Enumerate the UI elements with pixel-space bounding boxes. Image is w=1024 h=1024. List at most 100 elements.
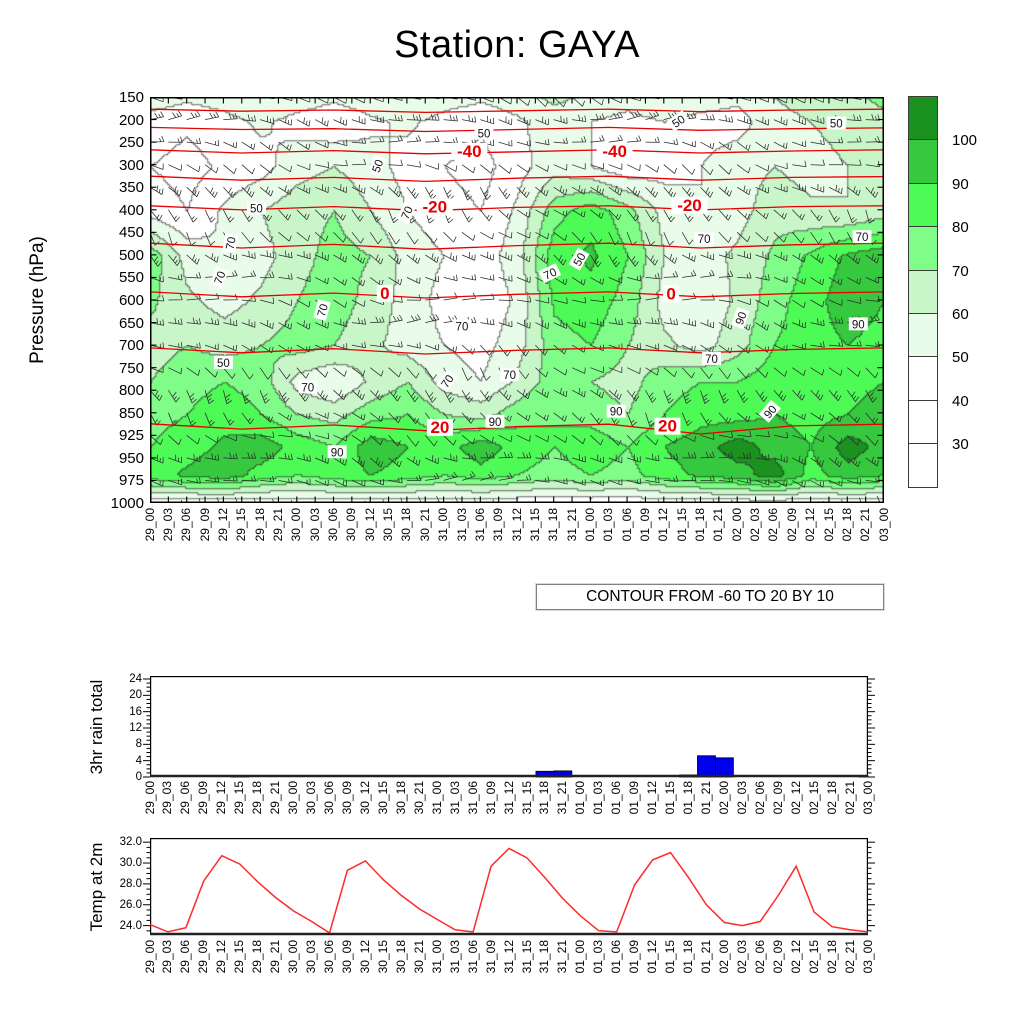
rain-ytick-label: 12	[129, 722, 142, 734]
rain-ytick-label: 0	[135, 771, 142, 783]
pressure-tick-label: 1000	[110, 495, 144, 512]
time-tick-label: 02_09	[784, 508, 799, 542]
rain-bar	[715, 757, 734, 778]
time-tick-label: 30_12	[357, 781, 372, 815]
temp-contour-label: -40	[457, 142, 482, 161]
rh-label-text: 70	[316, 303, 331, 318]
temp-label-bg	[416, 198, 453, 216]
rh-label-bg	[666, 110, 690, 132]
time-tick-label: 30_03	[307, 508, 322, 542]
time-tick-label: 31_21	[555, 940, 570, 974]
time-tick-label: 02_03	[734, 781, 749, 815]
time-tick-label: 29_18	[250, 781, 265, 815]
time-tick-label: 01_12	[656, 508, 671, 542]
rh-label-bg	[606, 404, 626, 418]
time-tick-label: 01_12	[645, 940, 660, 974]
time-tick-label: 30_21	[417, 508, 432, 542]
time-tick-label: 29_12	[214, 781, 229, 815]
rh-label-text: 90	[489, 417, 502, 429]
time-tick-label: 01_03	[591, 940, 606, 974]
time-tick-label: 02_12	[803, 508, 818, 542]
rh-label-bg	[367, 154, 387, 177]
time-tick-label: 01_15	[663, 940, 677, 974]
time-tick-label: 31_09	[491, 508, 506, 542]
time-tick-label: 02_15	[821, 508, 836, 542]
rh-contour-label: 90	[606, 404, 626, 419]
time-tick-label: 02_15	[806, 940, 821, 974]
rain-frame	[150, 676, 868, 778]
rh-label-text: 70	[698, 234, 711, 246]
time-tick-label: 30_09	[339, 940, 354, 974]
colorbar-cell	[908, 269, 938, 314]
rh-contour-label: 50	[474, 126, 494, 141]
rain-ytick-label: 24	[129, 673, 142, 685]
time-tick-label: 30_12	[357, 940, 372, 974]
pressure-tick-label: 550	[118, 269, 144, 287]
rh-contour-label: 70	[222, 232, 239, 254]
time-tick-label: 01_21	[711, 508, 726, 542]
time-tick-label: 02_09	[770, 940, 785, 974]
temp-ytick-label: 24.0	[119, 919, 142, 932]
pressure-tick-label: 950	[118, 449, 144, 467]
time-tick-label: 30_12	[362, 508, 377, 542]
temp-contour-line	[150, 205, 884, 212]
rh-label-text: 70	[225, 236, 239, 251]
time-tick-label: 29_06	[179, 508, 194, 542]
rh-label-text: 70	[542, 266, 559, 282]
rain-bar	[697, 755, 716, 778]
rh-label-bg	[452, 319, 472, 333]
colorbar-tick-label: 30	[952, 436, 969, 454]
pressure-tick-label: 800	[118, 382, 144, 400]
pressure-tick-label: 250	[118, 134, 144, 152]
rh-contour-label: 90	[327, 445, 347, 459]
temp-contour-line	[150, 108, 884, 114]
rh-label-bg	[474, 126, 494, 140]
time-tick-label: 29_15	[234, 508, 249, 542]
pressure-tick-label: 925	[118, 427, 144, 445]
time-tick-label: 30_21	[411, 940, 426, 974]
temp-contour-line	[150, 126, 884, 133]
time-tick-label: 02_15	[806, 781, 821, 815]
pressure-tick-label: 700	[118, 337, 144, 355]
rh-label-text: 90	[610, 407, 623, 419]
time-tick-label: 02_03	[734, 940, 749, 974]
time-tick-label: 29_09	[196, 940, 211, 974]
time-tick-label: 30_18	[399, 508, 414, 542]
temp-line	[149, 847, 869, 935]
rh-contour-label: 50	[568, 247, 590, 271]
time-tick-label: 29_21	[268, 781, 283, 815]
colorbar-tick-label: 100	[952, 132, 978, 150]
pressure-tick-label: 600	[118, 292, 144, 309]
rh-label-text: 50	[371, 158, 387, 174]
time-tick-label: 29_21	[268, 940, 283, 974]
pressure-tick-label: 300	[118, 156, 144, 174]
time-tick-label: 30_21	[411, 781, 426, 815]
rain-ytick-label: 20	[129, 689, 142, 702]
rh-label-text: 50	[670, 114, 687, 131]
time-tick-label: 02_12	[788, 781, 803, 815]
rh-label-bg	[852, 230, 872, 244]
time-tick-label: 29_12	[215, 508, 230, 542]
colorbar	[908, 96, 938, 488]
temp-label-bg	[663, 285, 680, 303]
time-tick-label: 30_15	[375, 781, 390, 815]
rh-contour-label: 90	[731, 306, 750, 330]
time-tick-label: 03_00	[876, 508, 891, 542]
time-tick-label: 31_03	[447, 781, 462, 815]
contour-note: CONTOUR FROM -60 TO 20 BY 10	[535, 583, 885, 611]
temp-ytick-label: 30.0	[119, 857, 142, 869]
time-tick-label: 02_06	[752, 940, 767, 974]
pressure-tick-label: 650	[118, 314, 144, 332]
temp-ytick-label: 32.0	[119, 836, 142, 849]
rain-ytick-label: 16	[129, 705, 142, 718]
time-tick-label: 31_18	[546, 508, 561, 542]
rain-ytick-label: 4	[135, 754, 142, 767]
time-tick-label: 02_18	[824, 940, 839, 974]
time-tick-label: 30_18	[393, 781, 408, 815]
rh-contour-label: 50	[666, 110, 690, 132]
rh-label-bg	[538, 263, 562, 284]
temp-label-bg	[451, 142, 488, 160]
time-tick-label: 30_00	[289, 508, 304, 542]
time-tick-label: 29_03	[160, 781, 175, 815]
pressure-tick-label: 450	[118, 224, 144, 242]
